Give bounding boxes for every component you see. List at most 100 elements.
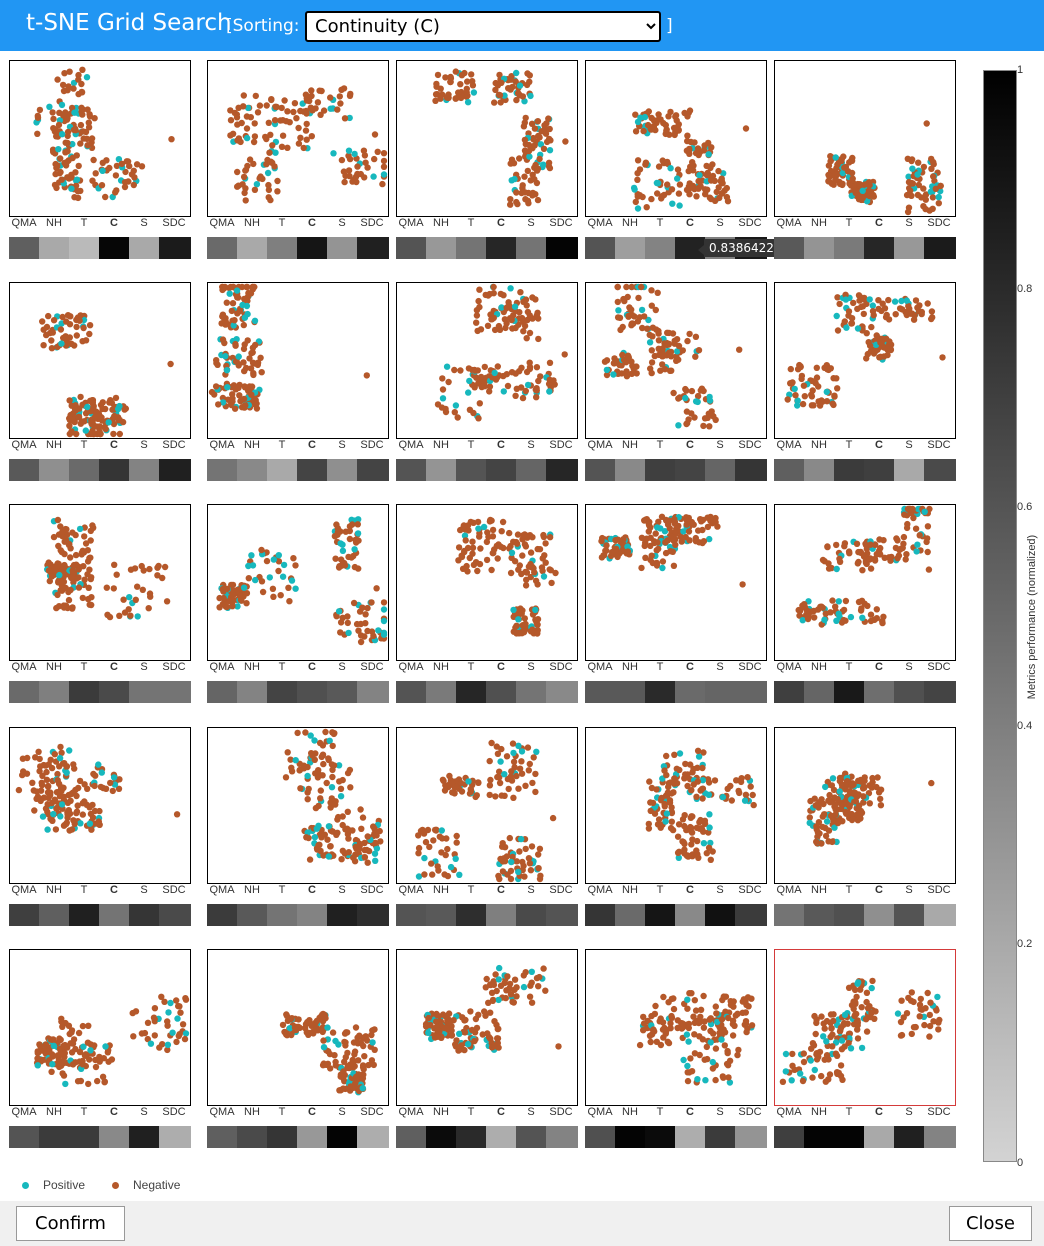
metric-segment[interactable]: [237, 237, 267, 259]
metric-segment[interactable]: [159, 681, 191, 703]
projection-cell[interactable]: QMA NH T C S SDC: [585, 727, 767, 931]
metric-segment[interactable]: [546, 1126, 578, 1148]
metric-segment[interactable]: [546, 904, 578, 926]
metric-segment[interactable]: [585, 904, 615, 926]
metric-segment[interactable]: [69, 681, 99, 703]
projection-cell[interactable]: QMA NH T C S SDC: [207, 504, 389, 708]
metric-segment[interactable]: [99, 681, 129, 703]
metric-segment[interactable]: [297, 1126, 327, 1148]
projection-cell[interactable]: QMA NH T C S SDC: [585, 949, 767, 1153]
metric-segment[interactable]: [834, 1126, 864, 1148]
metric-segment[interactable]: [237, 459, 267, 481]
metric-segment[interactable]: [735, 1126, 767, 1148]
metric-segment[interactable]: [894, 237, 924, 259]
metric-segment[interactable]: [486, 1126, 516, 1148]
metric-segment[interactable]: [267, 904, 297, 926]
metric-segment[interactable]: [297, 237, 327, 259]
metric-segment[interactable]: [396, 681, 426, 703]
scatter-plot[interactable]: [9, 60, 191, 217]
metric-segment[interactable]: [486, 237, 516, 259]
metric-segment[interactable]: [39, 459, 69, 481]
metric-segment[interactable]: [894, 459, 924, 481]
scatter-plot[interactable]: [774, 727, 956, 884]
metric-segment[interactable]: [774, 237, 804, 259]
scatter-plot[interactable]: [207, 60, 389, 217]
metric-segment[interactable]: [456, 681, 486, 703]
metric-segment[interactable]: [267, 681, 297, 703]
metric-segment[interactable]: [327, 904, 357, 926]
metric-segment[interactable]: [129, 904, 159, 926]
projection-cell[interactable]: QMA NH T C S SDC: [396, 60, 578, 264]
scatter-plot[interactable]: [207, 949, 389, 1106]
metric-segment[interactable]: [9, 237, 39, 259]
metric-segment[interactable]: [486, 904, 516, 926]
metric-segment[interactable]: [357, 1126, 389, 1148]
metric-segment[interactable]: [396, 904, 426, 926]
metric-segment[interactable]: [357, 681, 389, 703]
metric-segment[interactable]: [705, 459, 735, 481]
metric-segment[interactable]: [924, 1126, 956, 1148]
metric-segment[interactable]: [69, 1126, 99, 1148]
metric-segment[interactable]: [159, 459, 191, 481]
metric-segment[interactable]: [774, 681, 804, 703]
metric-segment[interactable]: [327, 237, 357, 259]
metric-segment[interactable]: [357, 904, 389, 926]
projection-cell[interactable]: QMA NH T C S SDC: [396, 949, 578, 1153]
scatter-plot[interactable]: [585, 60, 767, 217]
metric-segment[interactable]: [69, 459, 99, 481]
metric-segment[interactable]: [426, 1126, 456, 1148]
sorting-select[interactable]: Continuity (C): [305, 11, 661, 42]
metric-segment[interactable]: [129, 681, 159, 703]
metric-segment[interactable]: [705, 681, 735, 703]
projection-cell[interactable]: QMA NH T C S SDC: [774, 949, 956, 1153]
projection-cell[interactable]: QMA NH T C S SDC: [774, 282, 956, 486]
metric-segment[interactable]: [804, 1126, 834, 1148]
metric-segment[interactable]: [675, 681, 705, 703]
projection-cell[interactable]: QMA NH T C S SDC: [9, 727, 191, 931]
metric-segment[interactable]: [705, 904, 735, 926]
metric-segment[interactable]: [834, 459, 864, 481]
projection-cell[interactable]: QMA NH T C S SDC: [396, 282, 578, 486]
metric-segment[interactable]: [99, 459, 129, 481]
metric-segment[interactable]: [834, 237, 864, 259]
metric-segment[interactable]: [546, 237, 578, 259]
metric-segment[interactable]: [456, 237, 486, 259]
metric-segment[interactable]: [774, 904, 804, 926]
scatter-plot[interactable]: [585, 504, 767, 661]
scatter-plot[interactable]: [774, 504, 956, 661]
metric-segment[interactable]: [207, 904, 237, 926]
metric-segment[interactable]: [159, 237, 191, 259]
metric-segment[interactable]: [69, 237, 99, 259]
projection-cell[interactable]: QMA NH T C S SDC: [207, 727, 389, 931]
metric-segment[interactable]: [159, 904, 191, 926]
scatter-plot[interactable]: [396, 504, 578, 661]
metric-segment[interactable]: [297, 681, 327, 703]
metric-segment[interactable]: [675, 1126, 705, 1148]
projection-cell[interactable]: QMA NH T C S SDC: [9, 60, 191, 264]
metric-segment[interactable]: [894, 681, 924, 703]
projection-cell[interactable]: QMA NH T C S SDC: [9, 949, 191, 1153]
metric-segment[interactable]: [396, 459, 426, 481]
metric-segment[interactable]: [426, 237, 456, 259]
projection-cell[interactable]: QMA NH T C S SDC: [207, 282, 389, 486]
metric-segment[interactable]: [894, 1126, 924, 1148]
metric-segment[interactable]: [267, 1126, 297, 1148]
metric-segment[interactable]: [675, 459, 705, 481]
metric-segment[interactable]: [129, 237, 159, 259]
projection-cell[interactable]: QMA NH T C S SDC: [774, 727, 956, 931]
metric-segment[interactable]: [39, 904, 69, 926]
metric-segment[interactable]: [675, 237, 705, 259]
metric-segment[interactable]: [516, 1126, 546, 1148]
metric-segment[interactable]: [864, 237, 894, 259]
metric-segment[interactable]: [9, 1126, 39, 1148]
metric-segment[interactable]: [9, 904, 39, 926]
projection-cell[interactable]: QMA NH T C S SDC: [774, 60, 956, 264]
scatter-plot[interactable]: [774, 282, 956, 439]
metric-segment[interactable]: [924, 904, 956, 926]
projection-cell[interactable]: QMA NH T C S SDC: [9, 282, 191, 486]
scatter-plot[interactable]: [207, 727, 389, 884]
metric-segment[interactable]: [924, 681, 956, 703]
metric-segment[interactable]: [9, 681, 39, 703]
metric-segment[interactable]: [585, 237, 615, 259]
metric-segment[interactable]: [804, 904, 834, 926]
